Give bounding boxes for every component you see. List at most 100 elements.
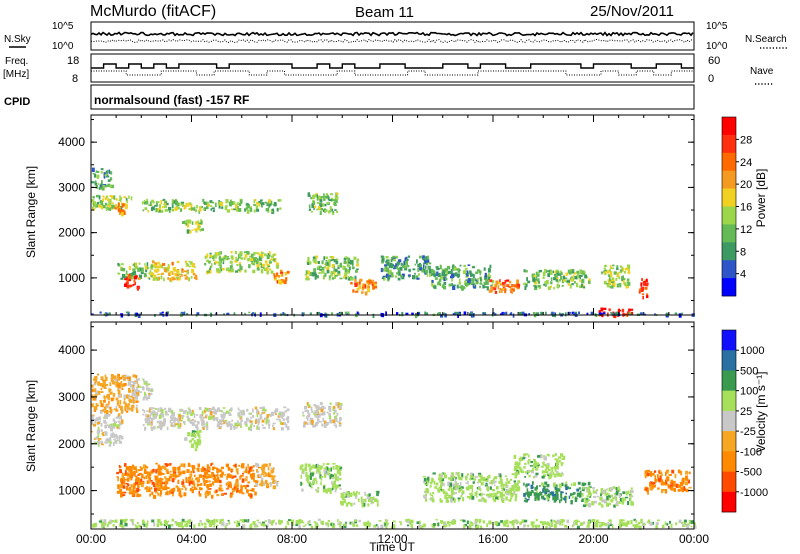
power-cell xyxy=(260,269,264,274)
power-cell xyxy=(366,280,370,283)
velocity-cell xyxy=(319,402,323,406)
power-cell xyxy=(140,271,144,274)
velocity-cell xyxy=(499,478,503,484)
velocity-cell xyxy=(567,487,571,490)
velocity-cell xyxy=(233,475,237,478)
velocity-cell xyxy=(475,525,478,530)
velocity-cell xyxy=(496,485,499,490)
velocity-cell xyxy=(658,478,662,482)
velocity-cell xyxy=(128,468,131,472)
velocity-cell xyxy=(313,412,316,416)
power-cell xyxy=(388,265,392,269)
velocity-cell xyxy=(505,519,509,524)
velocity-cell xyxy=(338,471,341,474)
power-cell xyxy=(226,312,230,316)
power-cell xyxy=(494,313,497,316)
power-cell xyxy=(534,280,537,285)
power-cell xyxy=(150,275,153,278)
velocity-cell xyxy=(587,487,591,491)
power-colorbar-swatch xyxy=(722,188,736,207)
velocity-cell xyxy=(170,417,173,422)
power-cell xyxy=(681,312,683,315)
velocity-cell xyxy=(344,493,347,497)
power-cell xyxy=(498,290,501,293)
velocity-cell xyxy=(523,499,528,502)
velocity-cell xyxy=(170,476,173,479)
power-cell xyxy=(175,198,177,204)
power-cell xyxy=(141,201,144,205)
velocity-cell xyxy=(170,422,173,425)
power-cell xyxy=(123,196,127,199)
power-colorbar-swatch xyxy=(722,134,736,154)
velocity-cell xyxy=(157,471,161,476)
velocity-cell xyxy=(353,519,357,522)
velocity-cell xyxy=(286,420,290,424)
velocity-cell xyxy=(211,494,214,499)
velocity-cell xyxy=(675,522,678,526)
velocity-cell xyxy=(154,483,158,488)
power-cell xyxy=(483,267,486,271)
velocity-cell xyxy=(456,482,459,486)
power-cell xyxy=(601,271,604,273)
velocity-cell xyxy=(450,493,453,499)
power-cell xyxy=(344,267,347,273)
power-cell xyxy=(603,271,607,274)
power-cell xyxy=(128,279,131,282)
velocity-cell xyxy=(482,497,486,502)
velocity-cell xyxy=(363,498,367,502)
velocity-cell xyxy=(578,487,581,490)
velocity-cell xyxy=(570,493,573,497)
velocity-cell xyxy=(193,440,196,445)
velocity-cell xyxy=(135,478,138,483)
power-cell xyxy=(315,275,318,278)
velocity-cell xyxy=(109,442,113,444)
velocity-cell xyxy=(520,470,524,474)
velocity-cell xyxy=(268,425,270,429)
velocity-cell xyxy=(131,405,133,409)
power-cell xyxy=(121,209,125,213)
power-cell xyxy=(144,265,148,270)
velocity-cell xyxy=(572,521,575,527)
freq-label: Freq. xyxy=(5,56,28,67)
power-cell xyxy=(247,257,250,262)
power-cell xyxy=(405,256,408,261)
power-cell xyxy=(129,284,133,287)
velocity-cell xyxy=(502,483,505,487)
velocity-cell xyxy=(91,421,94,426)
velocity-cell xyxy=(409,522,412,526)
power-cell xyxy=(588,280,591,284)
velocity-cell xyxy=(130,467,133,471)
power-cell xyxy=(629,308,634,311)
velocity-cell xyxy=(534,475,538,478)
velocity-cell xyxy=(115,435,119,439)
velocity-cell xyxy=(280,427,284,431)
velocity-cell xyxy=(137,477,140,482)
velocity-cell xyxy=(178,489,182,495)
power-cell xyxy=(108,201,112,205)
velocity-cell xyxy=(465,475,467,479)
power-cell xyxy=(316,201,320,204)
power-cell xyxy=(579,276,581,280)
power-cell xyxy=(609,286,612,289)
power-cell xyxy=(621,266,624,270)
velocity-cell xyxy=(337,404,341,409)
power-cell xyxy=(605,283,609,285)
velocity-cell xyxy=(261,419,265,423)
power-cell xyxy=(225,199,229,203)
power-cell xyxy=(563,279,566,282)
power-cell xyxy=(222,261,225,265)
velocity-cell xyxy=(622,519,625,522)
velocity-cell xyxy=(457,471,460,476)
velocity-cell xyxy=(527,454,530,458)
power-cell xyxy=(141,267,144,272)
velocity-cell xyxy=(117,373,120,379)
velocity-cell xyxy=(585,500,588,504)
velocity-cell xyxy=(167,520,170,523)
power-cell xyxy=(487,276,490,280)
velocity-cell xyxy=(486,493,489,496)
velocity-cell xyxy=(560,519,564,524)
velocity-cell xyxy=(188,476,192,479)
velocity-cell xyxy=(509,498,512,502)
velocity-cell xyxy=(448,494,452,499)
velocity-cell xyxy=(130,395,133,398)
